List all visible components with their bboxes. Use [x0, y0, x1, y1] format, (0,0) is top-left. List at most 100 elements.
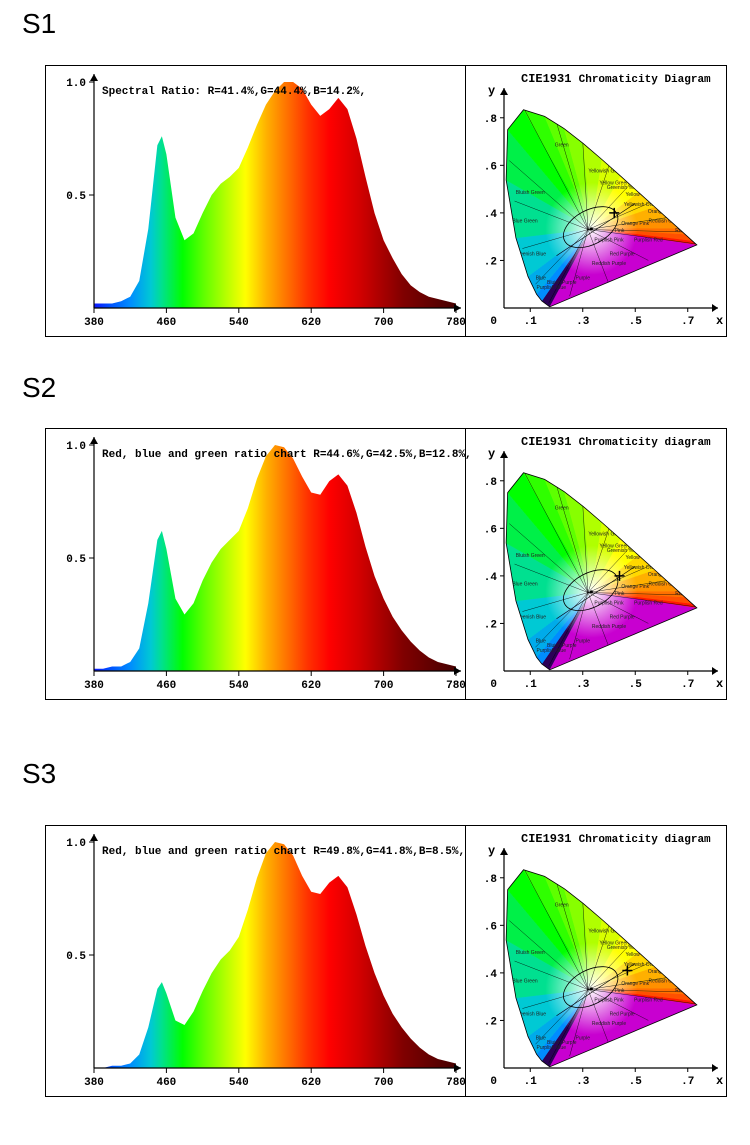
chart-pair: 380 460 540 620 700 780 0.5 1.0 Red, blu… — [45, 428, 727, 700]
cie-region-label: Reddish Orange — [649, 218, 686, 224]
svg-text:620: 620 — [301, 680, 321, 692]
ratio-values: R=44.6%,G=42.5%,B=12.8%, — [313, 449, 471, 461]
cie-region-label: Blue — [536, 638, 546, 644]
svg-text:.4: .4 — [484, 209, 498, 221]
svg-text:.8: .8 — [484, 477, 498, 489]
svg-text:y: y — [488, 84, 495, 98]
cie-region-label: Pink — [615, 228, 625, 234]
svg-text:620: 620 — [301, 317, 321, 329]
svg-text:.4: .4 — [484, 969, 498, 981]
cie-title-main: CIE1931 — [521, 435, 571, 449]
svg-text:380: 380 — [84, 680, 104, 692]
panel-label: S2 — [22, 372, 56, 404]
cie-region-label: Purplish Blue — [537, 648, 567, 654]
cie-title: CIE1931 Chromaticity Diagram — [521, 72, 711, 86]
cie-region-label: Yellowish Green — [588, 928, 624, 934]
cie-panel: GreenYellowish GreenYellow GreenGreenish… — [466, 429, 726, 699]
cie-region-label: Greenish Yellow — [607, 185, 643, 191]
cie-title: CIE1931 Chromaticity diagram — [521, 435, 711, 449]
svg-text:.5: .5 — [629, 679, 643, 691]
cie-title-main: CIE1931 — [521, 72, 571, 86]
cie-region-label: Yellowish Green — [588, 531, 624, 537]
cie-title: CIE1931 Chromaticity diagram — [521, 832, 711, 846]
svg-text:1.0: 1.0 — [66, 441, 86, 453]
svg-text:540: 540 — [229, 1077, 249, 1089]
chart-pair: 380 460 540 620 700 780 0.5 1.0 Spectral… — [45, 65, 727, 337]
svg-text:0: 0 — [490, 679, 497, 691]
cie-region-label: Pink — [615, 988, 625, 994]
svg-text:x: x — [716, 314, 723, 328]
svg-text:.7: .7 — [681, 1076, 694, 1088]
svg-text:.4: .4 — [484, 572, 498, 584]
panel-label: S1 — [22, 8, 56, 40]
cie-region-label: Purple — [576, 638, 591, 644]
svg-text:1.0: 1.0 — [66, 838, 86, 850]
svg-text:y: y — [488, 447, 495, 461]
cie-title-sub: Chromaticity diagram — [579, 834, 711, 846]
cie-diagram: GreenYellowish GreenYellow GreenGreenish… — [466, 66, 726, 336]
svg-text:.3: .3 — [576, 1076, 590, 1088]
svg-text:0.5: 0.5 — [66, 554, 86, 566]
ratio-prefix: Red, blue and green ratio chart — [102, 846, 313, 858]
cie-region-label: Blue Green — [512, 978, 538, 984]
cie-title-main: CIE1931 — [521, 832, 571, 846]
cie-region-label: Reddish Purple — [592, 624, 626, 630]
cie-region-label: Purplish Blue — [537, 1045, 567, 1051]
cie-region-label: Yellow — [625, 555, 640, 561]
cie-region-label: Red Purple — [610, 1012, 635, 1018]
cie-title-sub: Chromaticity Diagram — [579, 74, 711, 86]
svg-text:540: 540 — [229, 317, 249, 329]
cie-region-label: Purplish Red — [634, 237, 663, 243]
cie-diagram: GreenYellowish GreenYellow GreenGreenish… — [466, 826, 726, 1096]
cie-region-label: Yellow — [625, 192, 640, 198]
svg-text:.1: .1 — [524, 316, 538, 328]
svg-text:780: 780 — [446, 317, 466, 329]
svg-text:0.5: 0.5 — [66, 951, 86, 963]
svg-text:540: 540 — [229, 680, 249, 692]
cie-region-label: Reddish Purple — [592, 1021, 626, 1027]
svg-text:.6: .6 — [484, 921, 497, 933]
ratio-prefix: Spectral Ratio: — [102, 86, 208, 98]
cie-region-label: Blue Green — [512, 218, 538, 224]
spectrum-area — [94, 445, 456, 671]
svg-text:700: 700 — [374, 1077, 394, 1089]
svg-text:y: y — [488, 844, 495, 858]
cie-region-label: Pink — [615, 591, 625, 597]
cie-region-label: Purplish Red — [634, 997, 663, 1003]
svg-text:.6: .6 — [484, 161, 497, 173]
cie-region-label: Red Purple — [610, 615, 635, 621]
cie-region-label: Yellowish Green — [588, 168, 624, 174]
cie-region-label: Red Purple — [610, 252, 635, 258]
svg-text:0.5: 0.5 — [66, 191, 86, 203]
svg-text:.2: .2 — [484, 256, 497, 268]
svg-text:.5: .5 — [629, 316, 643, 328]
spectral-chart: 380 460 540 620 700 780 0.5 1.0 — [46, 429, 466, 699]
cie-region-label: Greenish Yellow — [607, 548, 643, 554]
spectral-ratio-label: Red, blue and green ratio chart R=44.6%,… — [102, 449, 472, 461]
svg-text:.2: .2 — [484, 619, 497, 631]
svg-text:.8: .8 — [484, 874, 498, 886]
svg-text:780: 780 — [446, 1077, 466, 1089]
svg-text:.7: .7 — [681, 679, 694, 691]
svg-text:.5: .5 — [629, 1076, 643, 1088]
svg-text:.2: .2 — [484, 1016, 497, 1028]
svg-text:x: x — [716, 677, 723, 691]
cie-region-label: Blue — [536, 1035, 546, 1041]
cie-region-label: Reddish Orange — [649, 581, 686, 587]
svg-text:.1: .1 — [524, 1076, 538, 1088]
spectrum-panel: 380 460 540 620 700 780 0.5 1.0 Red, blu… — [46, 826, 466, 1096]
cie-region-label: Greenish Blue — [514, 615, 546, 621]
svg-text:700: 700 — [374, 680, 394, 692]
ratio-values: R=41.4%,G=44.4%,B=14.2%, — [208, 86, 366, 98]
chart-pair: 380 460 540 620 700 780 0.5 1.0 Red, blu… — [45, 825, 727, 1097]
svg-text:.7: .7 — [681, 316, 694, 328]
svg-text:780: 780 — [446, 680, 466, 692]
svg-text:0: 0 — [490, 316, 497, 328]
svg-text:.3: .3 — [576, 679, 590, 691]
cie-region-label: Bluish Green — [516, 950, 545, 956]
cie-region-label: Bluish Green — [516, 553, 545, 559]
svg-text:620: 620 — [301, 1077, 321, 1089]
cie-region-label: Blue — [536, 275, 546, 281]
cie-region-label: Greenish Blue — [514, 252, 546, 258]
svg-text:.6: .6 — [484, 524, 497, 536]
